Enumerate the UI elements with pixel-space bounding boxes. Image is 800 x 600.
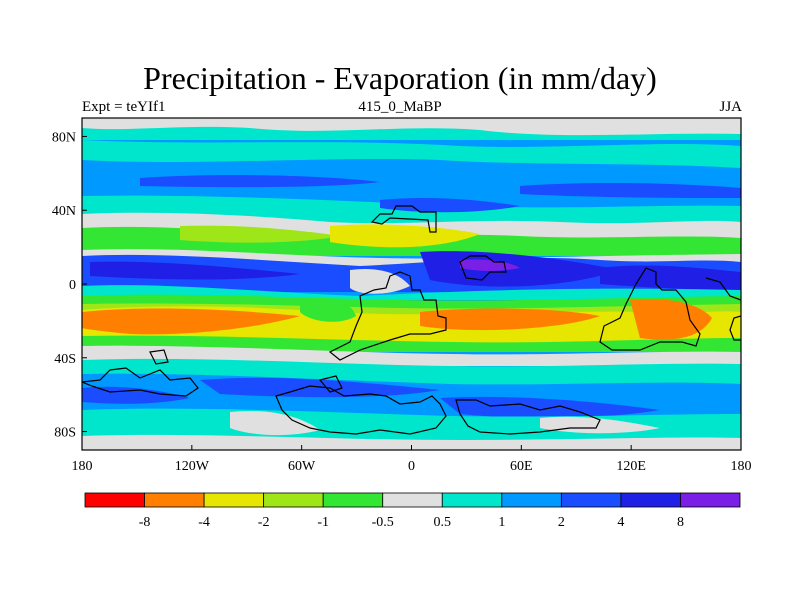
y-tick-label: 40N (52, 204, 76, 219)
colorbar-swatch (322, 492, 384, 508)
colorbar-swatch (560, 492, 622, 508)
colorbar-swatch (680, 492, 741, 508)
colorbar-label: 2 (558, 515, 565, 530)
time-label: 415_0_MaBP (358, 99, 442, 115)
colorbar-label: -2 (258, 515, 270, 530)
x-tick-label: 180 (731, 459, 752, 474)
colorbar: -8 -4 -2 -1 -0.5 0.5 1 2 4 8 (84, 492, 741, 530)
colorbar-swatch (203, 492, 265, 508)
y-tick-label: 80N (52, 130, 76, 145)
x-tick-label: 60E (510, 459, 533, 474)
y-tick-label: 0 (69, 278, 76, 293)
colorbar-swatch (84, 492, 145, 508)
precip-evap-field (82, 118, 741, 450)
colorbar-swatch (501, 492, 562, 508)
x-tick-label: 0 (408, 459, 415, 474)
season-label: JJA (719, 99, 742, 115)
colorbar-swatch (620, 492, 681, 508)
y-tick-label: 80S (54, 426, 76, 441)
x-tick-label: 60W (288, 459, 316, 474)
colorbar-label: 0.5 (434, 515, 452, 530)
map-axes: 180 120W 60W 0 60E 120E 180 80N 40N 0 40S 80S (52, 130, 752, 474)
experiment-label: Expt = teYIf1 (82, 99, 166, 115)
colorbar-label: 1 (498, 515, 505, 530)
colorbar-label: 8 (677, 515, 684, 530)
x-tick-label: 180 (72, 459, 93, 474)
colorbar-swatch (382, 492, 443, 508)
colorbar-label: -4 (198, 515, 210, 530)
colorbar-swatch (263, 492, 324, 508)
colorbar-label: 4 (617, 515, 624, 530)
coastlines (82, 205, 741, 435)
map-title: Precipitation - Evaporation (in mm/day) (143, 60, 657, 96)
colorbar-swatch (441, 492, 503, 508)
x-tick-label: 120W (175, 459, 210, 474)
colorbar-swatch (144, 492, 205, 508)
colorbar-label: -1 (317, 515, 329, 530)
x-tick-label: 120E (616, 459, 646, 474)
colorbar-label: -0.5 (372, 515, 394, 530)
y-tick-label: 40S (54, 352, 76, 367)
colorbar-label: -8 (139, 515, 151, 530)
